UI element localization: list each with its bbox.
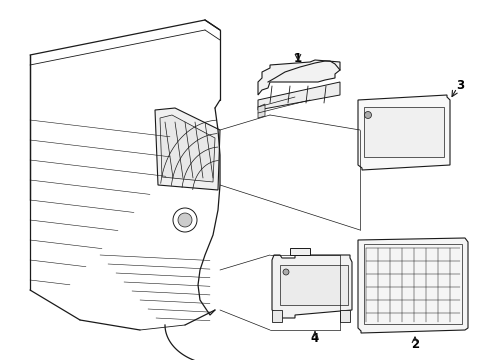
Circle shape [283, 269, 289, 275]
Circle shape [365, 112, 371, 118]
Text: 1: 1 [294, 51, 302, 64]
Polygon shape [258, 104, 265, 118]
Text: 4: 4 [311, 332, 319, 345]
FancyBboxPatch shape [280, 265, 348, 305]
Text: 3: 3 [456, 78, 464, 91]
Polygon shape [358, 238, 468, 333]
Polygon shape [290, 248, 310, 255]
FancyBboxPatch shape [364, 107, 444, 157]
Polygon shape [358, 95, 450, 170]
Circle shape [178, 213, 192, 227]
Polygon shape [340, 310, 350, 322]
Polygon shape [155, 108, 220, 190]
Polygon shape [258, 60, 340, 95]
Text: 2: 2 [411, 338, 419, 351]
Polygon shape [258, 82, 340, 110]
Polygon shape [272, 310, 282, 322]
Polygon shape [272, 255, 352, 318]
Polygon shape [160, 115, 215, 182]
